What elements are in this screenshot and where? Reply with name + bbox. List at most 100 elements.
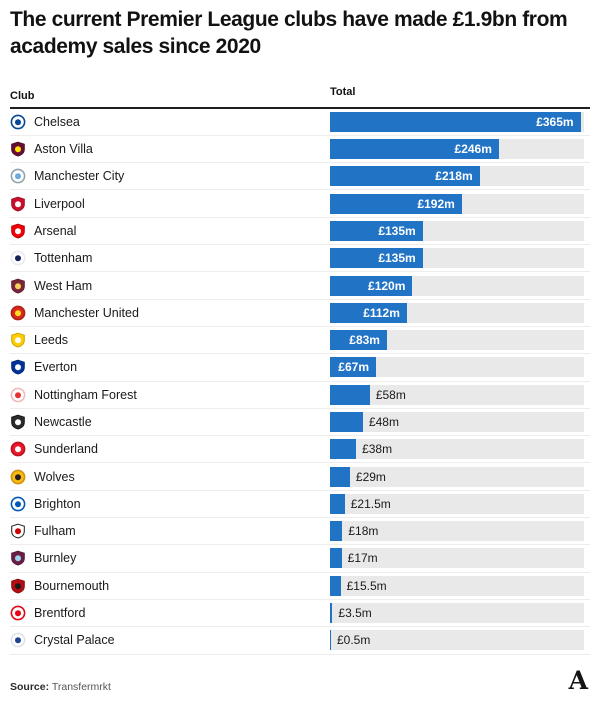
- club-badge-icon: [10, 523, 26, 539]
- bar-value-label: £17m: [347, 551, 378, 566]
- club-name: Newcastle: [34, 415, 92, 429]
- bar-track: £0.5m: [330, 630, 584, 651]
- table-row: Brentford £3.5m: [10, 600, 590, 628]
- chart-title: The current Premier League clubs have ma…: [10, 8, 568, 59]
- table-row: Arsenal £135m: [10, 218, 590, 246]
- bar-cell: £112m: [330, 302, 584, 323]
- club-name: Leeds: [34, 333, 69, 348]
- bar-track: £365m: [330, 111, 584, 132]
- club-badge-icon: [10, 196, 26, 212]
- bar-value-label: £0.5m: [337, 633, 371, 648]
- club-badge-icon: [10, 496, 26, 512]
- bar-cell: £120m: [330, 275, 584, 296]
- bar-cell: £218m: [330, 166, 584, 187]
- column-header-total: Total: [330, 85, 356, 98]
- bar-track: £18m: [330, 521, 584, 542]
- table-row: Aston Villa £246m: [10, 136, 590, 164]
- club-name: Crystal Palace: [34, 633, 115, 648]
- bar: [330, 384, 370, 405]
- table-row: Nottingham Forest £58m: [10, 382, 590, 409]
- table-row: Everton £67m: [10, 354, 590, 382]
- athletic-logo-icon: A: [568, 665, 588, 695]
- bar: [330, 548, 342, 569]
- bar-cell: £58m: [330, 384, 584, 405]
- club-name: Burnley: [34, 551, 77, 566]
- table-row: Liverpool £192m: [10, 190, 590, 218]
- table-row: Tottenham £135m: [10, 245, 590, 273]
- club-name: Brentford: [34, 606, 86, 621]
- club-name: Tottenham: [34, 251, 93, 266]
- bar-track: £135m: [330, 248, 584, 269]
- bar-cell: £135m: [330, 248, 584, 269]
- bar-cell: £3.5m: [330, 603, 584, 624]
- club-name: Wolves: [34, 469, 75, 484]
- bar: [330, 139, 499, 160]
- bar-value-label: £112m: [363, 305, 400, 320]
- bar: [330, 302, 407, 323]
- club-name: Fulham: [34, 524, 76, 539]
- club-badge-icon: [10, 414, 26, 430]
- bar-cell: £246m: [330, 139, 584, 160]
- bar-track: £58m: [330, 384, 584, 405]
- club-name: Brighton: [34, 496, 81, 511]
- source-note: Source: Transfermrkt: [10, 681, 111, 693]
- bar-cell: £17m: [330, 548, 584, 569]
- club-badge-icon: [10, 578, 26, 594]
- table-row: Manchester City £218m: [10, 163, 590, 191]
- bar-track: £246m: [330, 139, 584, 160]
- bar-track: £21.5m: [330, 493, 584, 514]
- bar-cell: £365m: [330, 111, 584, 132]
- bar-value-label: £21.5m: [350, 496, 391, 511]
- bar: [330, 575, 341, 596]
- table-row: Fulham £18m: [10, 518, 590, 546]
- table-row: Burnley £17m: [10, 545, 590, 573]
- bar: [330, 630, 331, 651]
- bar-value-label: £192m: [417, 196, 455, 211]
- club-name: West Ham: [34, 278, 93, 293]
- bar-track: £3.5m: [330, 603, 584, 624]
- club-badge-icon: [10, 359, 26, 375]
- bar: [330, 193, 462, 214]
- table-row: West Ham £120m: [10, 272, 590, 300]
- club-badge-icon: [10, 114, 26, 130]
- bar-value-label: £83m: [349, 333, 380, 348]
- bar: [330, 330, 387, 351]
- bar-value-label: £38m: [362, 442, 393, 457]
- bar-chart: Chelsea £365m Aston Villa £246m: [10, 109, 590, 655]
- table-row: Bournemouth £15.5m: [10, 573, 590, 600]
- bar-track: £120m: [330, 275, 584, 296]
- club-badge-icon: [10, 278, 26, 294]
- bar: [330, 275, 413, 296]
- column-header-club: Club: [10, 89, 35, 102]
- club-name: Nottingham Forest: [34, 387, 137, 402]
- bar-track: £38m: [330, 439, 584, 460]
- bar-value-label: £135m: [378, 251, 416, 266]
- table-row: Manchester United £112m: [10, 300, 590, 327]
- club-badge-icon: [10, 332, 26, 348]
- club-badge-icon: [10, 141, 26, 157]
- bar-value-label: £58m: [375, 387, 406, 402]
- club-badge-icon: [10, 632, 26, 648]
- bar-value-label: £218m: [435, 169, 473, 184]
- club-name: Sunderland: [34, 442, 98, 457]
- club-badge-icon: [10, 550, 26, 566]
- bar-value-label: £29m: [355, 469, 386, 484]
- table-row: Crystal Palace £0.5m: [10, 627, 590, 655]
- bar: [330, 466, 350, 487]
- bar-track: £112m: [330, 302, 584, 323]
- club-badge-icon: [10, 223, 26, 239]
- bar-cell: £83m: [330, 330, 584, 351]
- club-name: Arsenal: [34, 223, 77, 238]
- bar-cell: £18m: [330, 521, 584, 542]
- club-name: Manchester City: [34, 169, 125, 184]
- chart-card: The current Premier League clubs have ma…: [0, 6, 600, 693]
- bar: [330, 439, 357, 460]
- bar: [330, 111, 581, 132]
- club-badge-icon: [10, 250, 26, 266]
- bar-cell: £67m: [330, 357, 584, 378]
- bar-track: £48m: [330, 412, 584, 432]
- bar: [330, 521, 343, 542]
- source-value: Transfermrkt: [51, 680, 111, 693]
- bar-track: £83m: [330, 330, 584, 351]
- chart-footer: Source: Transfermrkt A: [10, 668, 590, 693]
